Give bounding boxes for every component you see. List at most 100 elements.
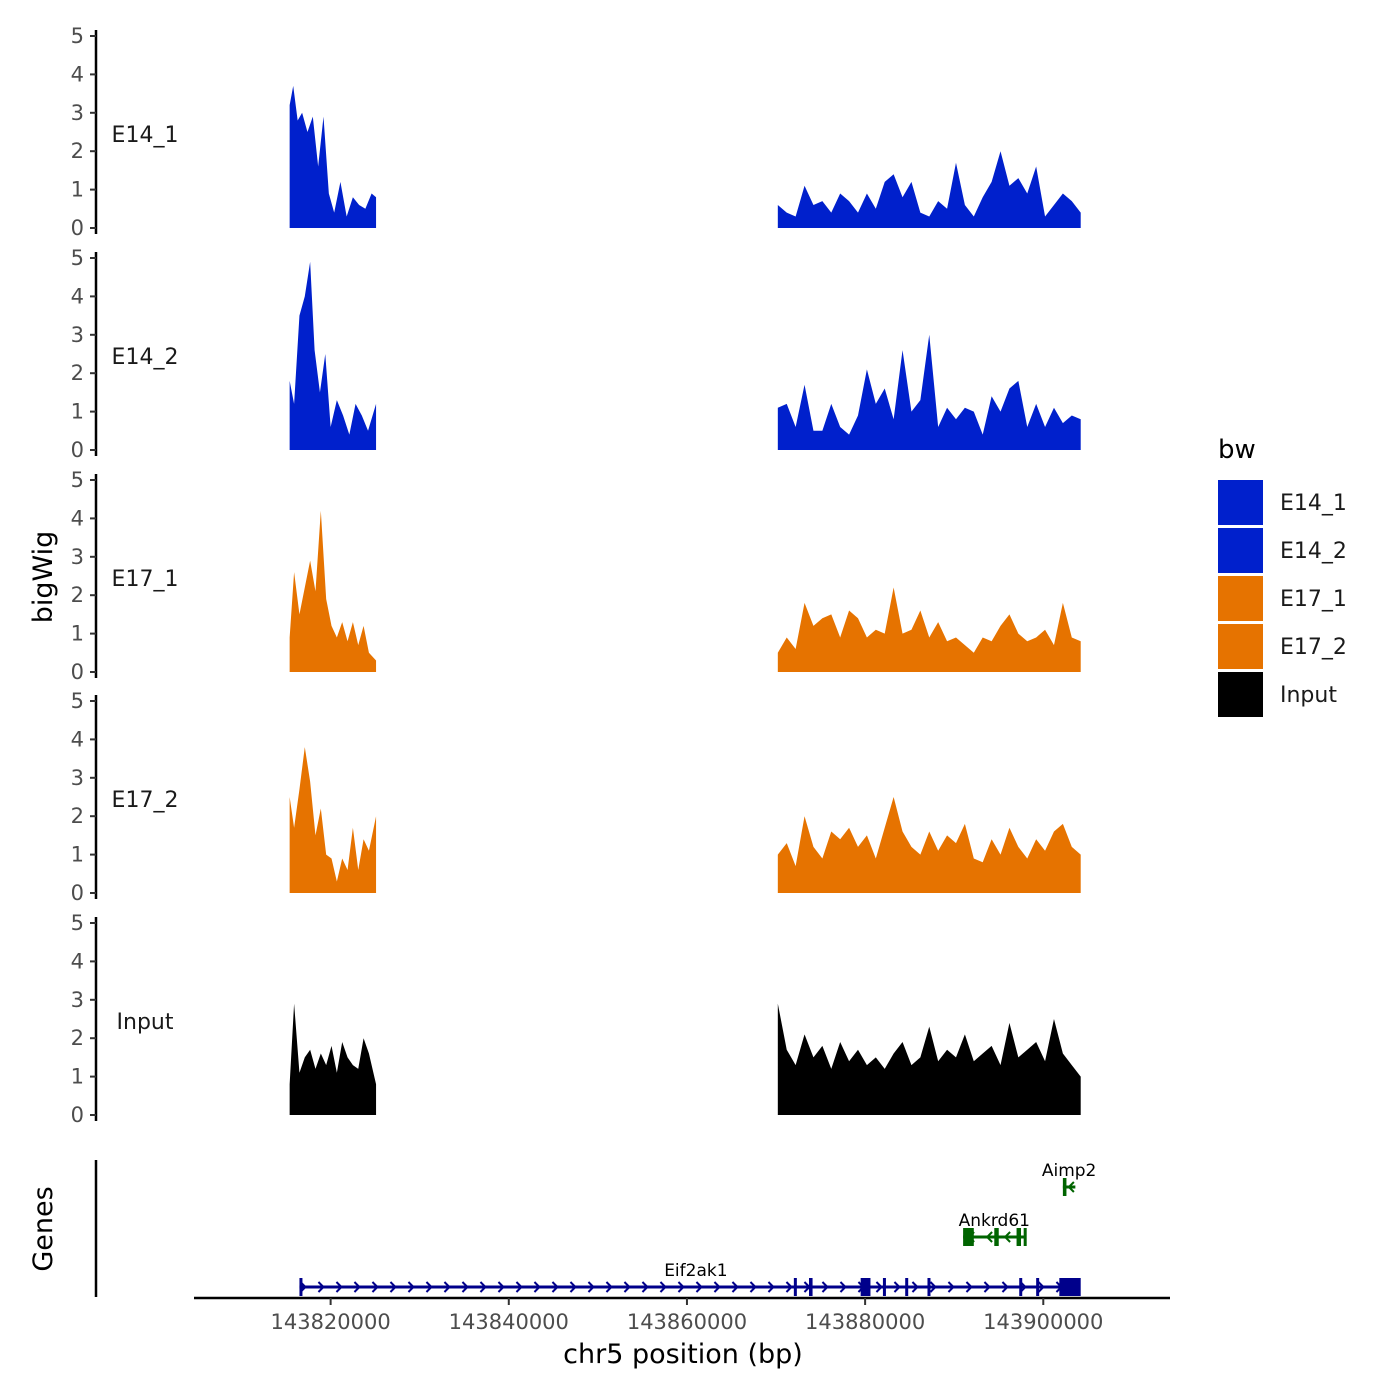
coverage-panels: 0 1 2 3 4 5 E14_1 0 1 2 3 4 5 E14_2 0 1 2 3 4 5 E17_1 0 1 2 3 4 5 E…: [71, 24, 1081, 1127]
strand-arrow: [569, 1281, 577, 1293]
y-tick-label: 0: [71, 660, 84, 684]
legend-swatch: [1218, 576, 1263, 621]
y-tick-label: 3: [71, 545, 84, 569]
strand-arrow: [533, 1281, 541, 1293]
y-tick-label: 4: [71, 949, 84, 973]
track-panel-E17_2: 0 1 2 3 4 5 E17_2: [71, 689, 1081, 905]
x-tick-label: 143900000: [983, 1310, 1103, 1334]
x-tick-label: 143820000: [270, 1310, 390, 1334]
y-tick-label: 2: [71, 361, 84, 385]
gene-exon: [808, 1278, 813, 1296]
y-tick-label: 2: [71, 1026, 84, 1050]
strand-arrow: [767, 1281, 775, 1293]
y-tick-label: 2: [71, 804, 84, 828]
y-tick-label: 0: [71, 216, 84, 240]
gene-exon: [1059, 1278, 1081, 1296]
x-tick-label: 143860000: [627, 1310, 747, 1334]
track-label: E14_2: [112, 345, 179, 370]
strand-arrow: [497, 1281, 505, 1293]
strand-arrow: [389, 1281, 397, 1293]
strand-arrow: [443, 1281, 451, 1293]
gene-exon: [905, 1278, 909, 1296]
track-label: E14_1: [112, 123, 179, 148]
strand-arrow: [515, 1281, 523, 1293]
strand-arrow: [641, 1281, 649, 1293]
y-tick-label: 3: [71, 766, 84, 790]
genes-panel: Eif2ak1 Ankrd61 Aimp2: [94, 1160, 1097, 1297]
gene-exon: [1036, 1278, 1040, 1296]
strand-arrow: [677, 1281, 685, 1293]
legend-label: E17_2: [1280, 635, 1347, 660]
strand-arrow: [353, 1281, 361, 1293]
legend-label: E17_1: [1280, 587, 1347, 612]
strand-arrow: [1003, 1231, 1011, 1243]
y-tick-label: 0: [71, 438, 84, 462]
strand-arrow: [1001, 1281, 1009, 1293]
y-tick-label: 1: [71, 400, 84, 424]
strand-arrow: [587, 1281, 595, 1293]
legend: bw E14_1 E14_2 E17_1 E17_2 Input: [1218, 435, 1347, 717]
strand-arrow: [317, 1281, 325, 1293]
track-panel-E14_1: 0 1 2 3 4 5 E14_1: [71, 24, 1081, 240]
coverage-area-E17_1: [289, 510, 377, 672]
gene-Ankrd61: Ankrd61: [959, 1211, 1030, 1246]
coverage-area-Input: [777, 1003, 1081, 1115]
y-tick-label: 3: [71, 988, 84, 1012]
gene-exon: [299, 1278, 303, 1296]
gene-exon: [1023, 1228, 1027, 1246]
y-tick-label: 1: [71, 622, 84, 646]
strand-arrow: [821, 1281, 829, 1293]
legend-label: E14_2: [1280, 539, 1347, 564]
gene-Aimp2: Aimp2: [1042, 1161, 1097, 1196]
strand-arrow: [983, 1281, 991, 1293]
legend-title: bw: [1218, 435, 1256, 465]
gene-exon: [1062, 1178, 1067, 1196]
track-panel-E17_1: 0 1 2 3 4 5 E17_1: [71, 468, 1081, 684]
coverage-area-E17_1: [777, 587, 1081, 672]
y-tick-label: 4: [71, 284, 84, 308]
strand-arrow: [731, 1281, 739, 1293]
strand-arrow: [929, 1281, 937, 1293]
y-tick-label: 5: [71, 24, 84, 48]
y-tick-label: 0: [71, 1103, 84, 1127]
track-label: E17_1: [112, 567, 179, 592]
gene-exon: [860, 1278, 871, 1296]
legend-swatch: [1218, 672, 1263, 717]
y-tick-label: 5: [71, 689, 84, 713]
strand-arrow: [623, 1281, 631, 1293]
strand-arrow: [749, 1281, 757, 1293]
strand-arrow: [605, 1281, 613, 1293]
gene-exon: [793, 1278, 797, 1296]
y-tick-label: 3: [71, 101, 84, 125]
track-label: Input: [117, 1010, 174, 1035]
legend-swatch: [1218, 624, 1263, 669]
gene-exon: [927, 1278, 931, 1296]
y-tick-label: 0: [71, 881, 84, 905]
track-panel-Input: 0 1 2 3 4 5 Input: [71, 911, 1081, 1127]
genes-axis-title: Genes: [28, 1186, 59, 1271]
legend-label: E14_1: [1280, 491, 1347, 516]
gene-label: Eif2ak1: [664, 1261, 727, 1281]
coverage-area-E14_2: [777, 334, 1081, 450]
x-tick-label: 143880000: [805, 1310, 925, 1334]
strand-arrow: [875, 1281, 883, 1293]
strand-arrow: [659, 1281, 667, 1293]
gene-label: Aimp2: [1042, 1161, 1097, 1181]
strand-arrow: [713, 1281, 721, 1293]
coverage-area-E14_1: [777, 151, 1081, 228]
coverage-area-E14_2: [289, 261, 377, 450]
coverage-area-E14_1: [289, 85, 377, 228]
y-tick-label: 1: [71, 843, 84, 867]
strand-arrow: [911, 1281, 919, 1293]
strand-arrow: [335, 1281, 343, 1293]
strand-arrow: [1067, 1181, 1075, 1193]
strand-arrow: [479, 1281, 487, 1293]
strand-arrow: [1037, 1281, 1045, 1293]
track-label: E17_2: [112, 788, 179, 813]
strand-arrow: [407, 1281, 415, 1293]
gene-label: Ankrd61: [959, 1211, 1030, 1231]
y-tick-label: 5: [71, 246, 84, 270]
y-tick-label: 4: [71, 506, 84, 530]
y-tick-label: 5: [71, 468, 84, 492]
